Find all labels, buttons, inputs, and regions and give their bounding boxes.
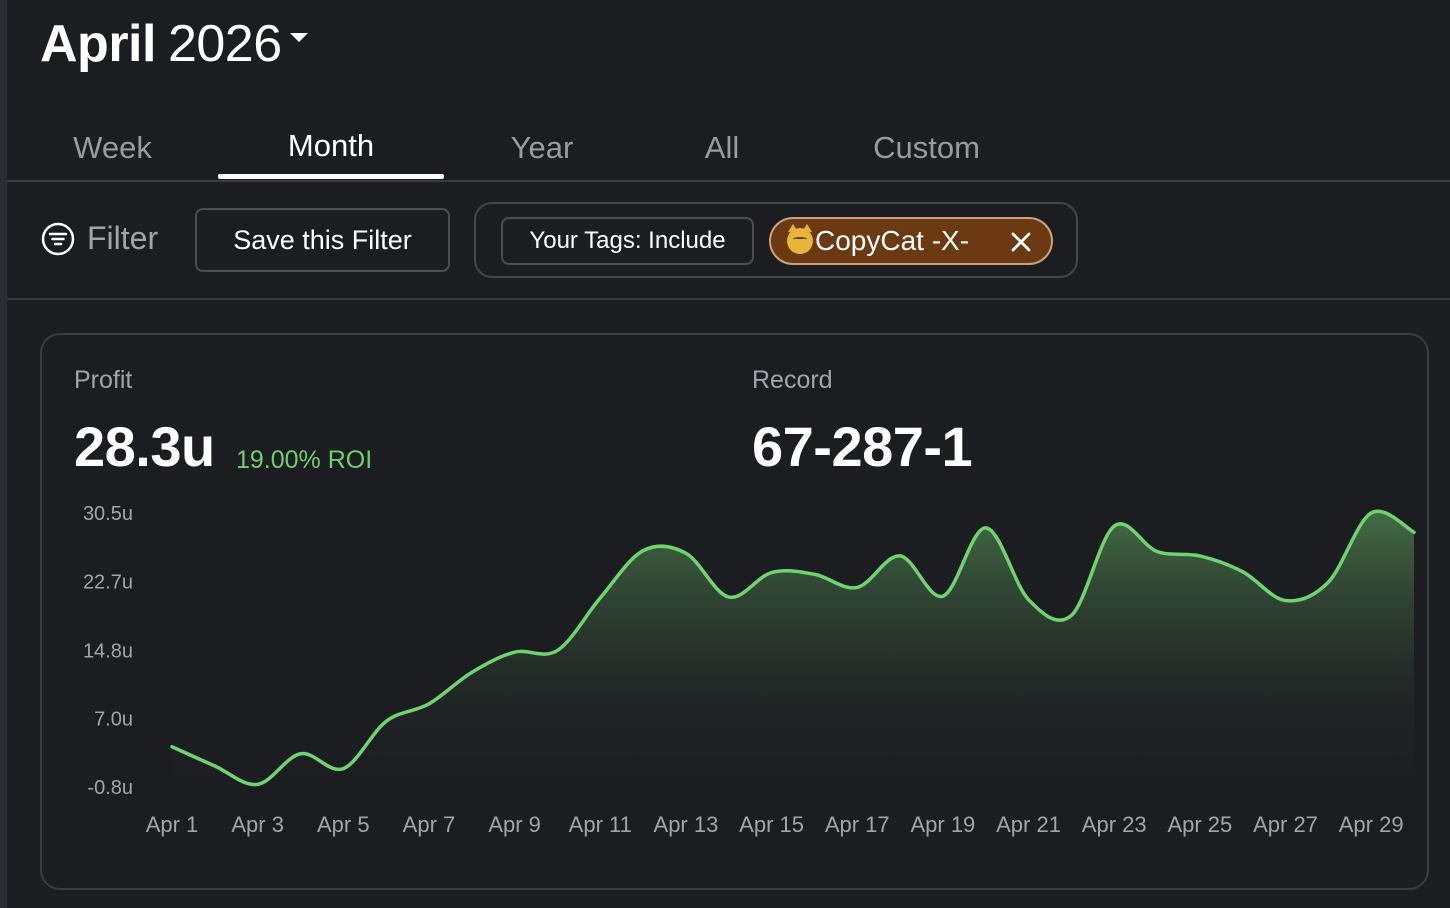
data-point[interactable] xyxy=(637,545,649,557)
y-tick-label: -0.8u xyxy=(87,777,133,799)
tag-mode-select[interactable]: Your Tags: Include xyxy=(501,217,754,265)
chevron-down-icon xyxy=(289,32,308,42)
data-point[interactable] xyxy=(380,715,392,727)
filter-button[interactable]: Filter xyxy=(41,220,158,257)
x-tick-label: Apr 13 xyxy=(654,812,719,837)
data-point[interactable] xyxy=(1065,609,1077,621)
tag-chip[interactable]: CopyCat -X- xyxy=(769,217,1053,265)
data-point[interactable] xyxy=(1408,526,1420,538)
data-point[interactable] xyxy=(594,592,606,604)
data-point[interactable] xyxy=(294,748,306,760)
profit-area xyxy=(172,511,1414,789)
tab-all[interactable]: All xyxy=(704,129,740,165)
data-point[interactable] xyxy=(1237,566,1249,578)
data-point[interactable] xyxy=(337,763,349,775)
profit-chart-card: Profit 28.3u 19.00% ROI Record 67-287-1 … xyxy=(40,333,1429,890)
filter-icon xyxy=(41,222,75,255)
x-tick-label: Apr 9 xyxy=(488,812,541,837)
sidebar-edge xyxy=(0,0,7,908)
x-tick-label: Apr 25 xyxy=(1167,812,1232,837)
profit-line xyxy=(170,509,1416,787)
x-tick-label: Apr 23 xyxy=(1082,812,1147,837)
data-point[interactable] xyxy=(423,698,435,710)
data-point[interactable] xyxy=(808,568,820,580)
data-point[interactable] xyxy=(1194,550,1206,562)
data-point[interactable] xyxy=(466,666,478,678)
y-axis: 30.5u 22.7u 14.8u 7.0u -0.8u xyxy=(83,503,133,799)
active-tab-indicator xyxy=(218,174,444,179)
x-tick-label: Apr 27 xyxy=(1253,812,1318,837)
roi-value: 19.00% ROI xyxy=(236,446,373,474)
x-tick-label: Apr 3 xyxy=(231,812,284,837)
data-point[interactable] xyxy=(851,581,863,593)
data-point[interactable] xyxy=(1108,520,1120,532)
y-tick-label: 7.0u xyxy=(94,709,133,731)
tag-filter-group: Your Tags: Include CopyCat -X- xyxy=(474,202,1078,278)
data-point[interactable] xyxy=(937,590,949,602)
record-label: Record xyxy=(752,366,833,394)
data-point[interactable] xyxy=(509,646,521,658)
x-tick-label: Apr 11 xyxy=(569,812,632,837)
x-tick-label: Apr 29 xyxy=(1339,812,1404,837)
y-tick-label: 30.5u xyxy=(83,503,133,525)
tab-month[interactable]: Month xyxy=(287,127,375,163)
data-point[interactable] xyxy=(766,567,778,579)
data-point[interactable] xyxy=(723,591,735,603)
profit-label: Profit xyxy=(74,366,133,394)
close-icon[interactable] xyxy=(1007,228,1035,256)
data-point[interactable] xyxy=(1322,576,1334,588)
data-point[interactable] xyxy=(980,522,992,534)
record-value: 67-287-1 xyxy=(752,415,973,478)
filter-bar: Filter Save this Filter Your Tags: Inclu… xyxy=(7,182,1450,300)
tab-custom[interactable]: Custom xyxy=(873,129,980,165)
y-tick-label: 14.8u xyxy=(83,640,133,662)
save-filter-button[interactable]: Save this Filter xyxy=(195,208,450,272)
data-point[interactable] xyxy=(209,760,221,772)
filter-label: Filter xyxy=(87,220,159,256)
data-point[interactable] xyxy=(166,741,178,753)
x-tick-label: Apr 21 xyxy=(996,812,1061,837)
x-tick-label: Apr 15 xyxy=(739,812,804,837)
data-point[interactable] xyxy=(1365,507,1377,519)
cat-emoji-icon xyxy=(787,224,813,254)
profit-area-chart[interactable]: 30.5u 22.7u 14.8u 7.0u -0.8u Apr 1 Apr 3 Apr 5… xyxy=(42,335,1431,892)
period-tabs: Week Month Year All Custom xyxy=(7,115,1450,182)
month-label: April xyxy=(40,15,156,73)
y-tick-label: 22.7u xyxy=(83,571,133,593)
x-tick-label: Apr 7 xyxy=(403,812,456,837)
data-point[interactable] xyxy=(252,778,264,790)
x-axis: Apr 1 Apr 3 Apr 5 Apr 7 Apr 9 Apr 11 Apr 13 Apr… xyxy=(146,812,1404,837)
profit-value: 28.3u xyxy=(74,415,215,478)
data-point[interactable] xyxy=(1280,595,1292,607)
tab-week[interactable]: Week xyxy=(73,129,152,165)
data-point[interactable] xyxy=(680,547,692,559)
month-picker[interactable]: April 2026 xyxy=(40,14,308,74)
data-point[interactable] xyxy=(1023,594,1035,606)
x-tick-label: Apr 17 xyxy=(825,812,890,837)
tag-chip-label: CopyCat -X- xyxy=(815,225,970,256)
data-point[interactable] xyxy=(1151,546,1163,558)
x-tick-label: Apr 1 xyxy=(146,812,199,837)
x-tick-label: Apr 5 xyxy=(317,812,370,837)
x-tick-label: Apr 19 xyxy=(910,812,975,837)
year-label: 2026 xyxy=(167,15,282,73)
tab-year[interactable]: Year xyxy=(510,129,574,165)
data-point[interactable] xyxy=(551,644,563,656)
data-point[interactable] xyxy=(894,550,906,562)
